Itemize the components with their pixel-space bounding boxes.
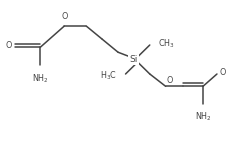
Text: Si: Si [130, 55, 138, 64]
Text: NH$_2$: NH$_2$ [32, 73, 49, 85]
Text: O: O [61, 12, 67, 21]
Text: Si: Si [130, 55, 138, 64]
Text: H$_3$C: H$_3$C [100, 70, 117, 82]
Text: NH$_2$: NH$_2$ [194, 111, 211, 123]
Text: O: O [5, 41, 12, 50]
Text: O: O [166, 76, 173, 85]
Text: O: O [219, 68, 226, 77]
Text: CH$_3$: CH$_3$ [158, 37, 175, 50]
